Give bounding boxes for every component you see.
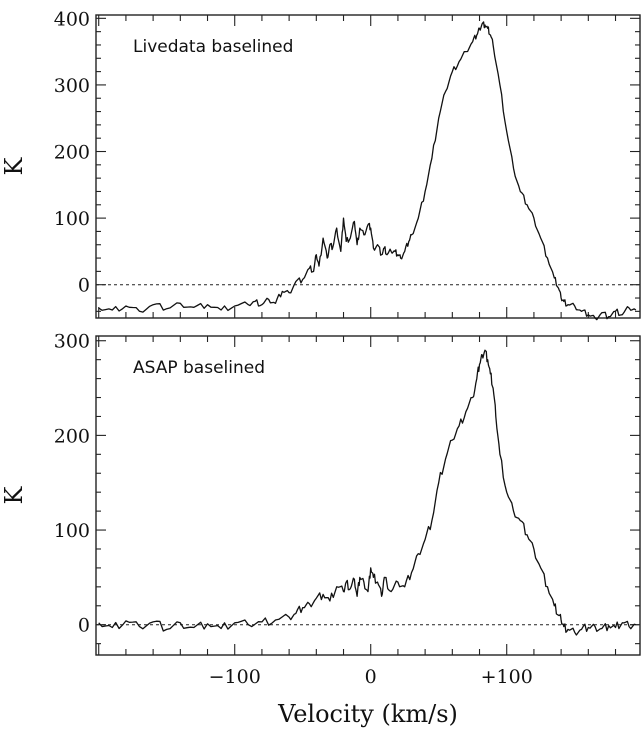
- spectrum-line: [98, 21, 637, 321]
- y-tick-label: 200: [54, 425, 90, 447]
- plot-frame: [95, 335, 641, 656]
- panel-asap: 0 100 200 300 K ASAP baselined −100 0 +100: [0, 331, 641, 688]
- x-tick-label: +100: [481, 666, 533, 688]
- panel-annotation: Livedata baselined: [133, 37, 293, 57]
- y-tick-label: 100: [54, 208, 90, 230]
- y-tick-label: 200: [54, 142, 90, 164]
- y-tick-label: 300: [54, 331, 90, 353]
- x-tick-label: −100: [209, 666, 261, 688]
- y-axis-label: K: [0, 156, 28, 175]
- y-tick-label: 0: [78, 615, 90, 637]
- y-axis-label: K: [0, 485, 28, 504]
- panel-livedata: 0 100 200 300 400 K Livedata baselined: [0, 8, 641, 321]
- y-tick-label: 400: [54, 8, 90, 30]
- spectrum-line: [98, 349, 637, 636]
- x-axis-label: Velocity (km/s): [277, 700, 458, 728]
- y-tick-label: 300: [54, 75, 90, 97]
- x-tick-label: 0: [365, 666, 377, 688]
- panel-annotation: ASAP baselined: [133, 358, 265, 378]
- y-tick-label: 100: [54, 520, 90, 542]
- plot-frame: [95, 14, 641, 319]
- y-tick-label: 0: [78, 275, 90, 297]
